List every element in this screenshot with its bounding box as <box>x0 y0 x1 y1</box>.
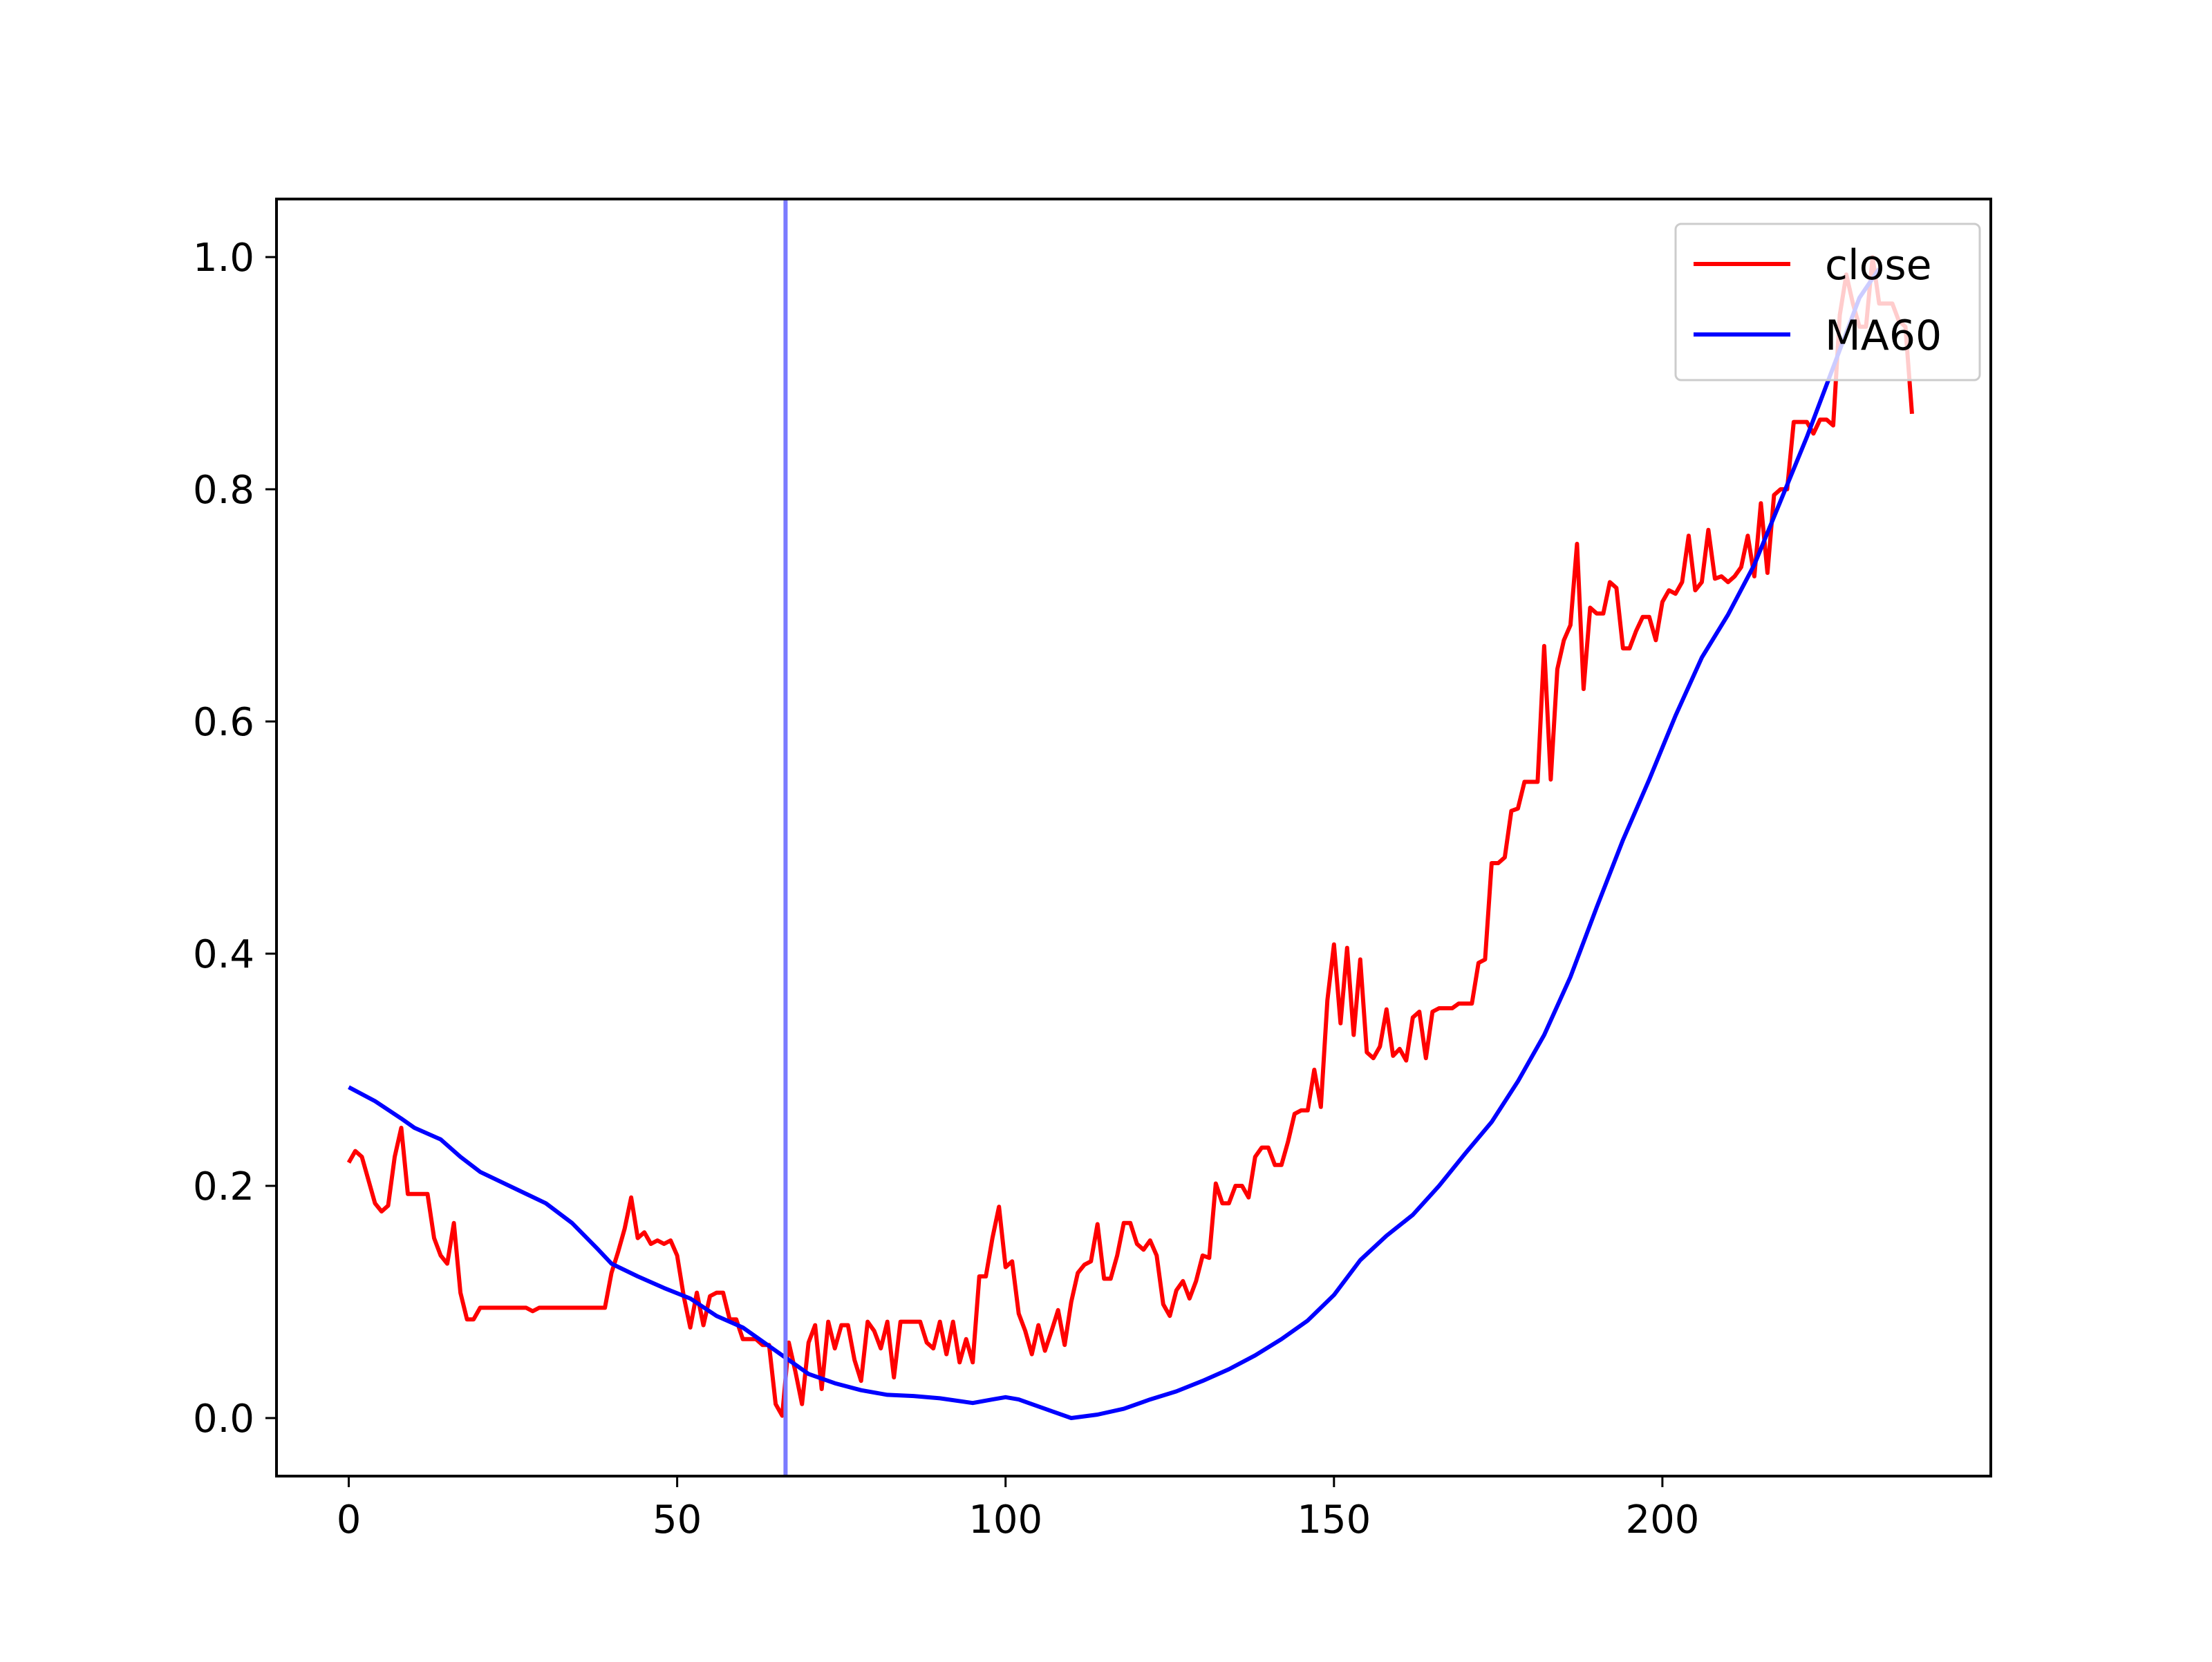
plot-frame <box>275 198 1992 1477</box>
y-axis: 0.0 0.2 0.4 0.6 0.8 1.0 <box>193 236 276 1442</box>
x-axis: 0 50 100 150 200 <box>337 1476 1699 1542</box>
legend-label-ma60: MA60 <box>1825 312 1942 360</box>
y-tick-label: 0.0 <box>193 1397 254 1442</box>
x-tick-label: 50 <box>653 1498 702 1542</box>
x-tick-label: 0 <box>337 1498 362 1542</box>
series-line-close <box>346 255 1914 1418</box>
y-tick-label: 0.2 <box>193 1164 254 1209</box>
legend-label-close: close <box>1825 241 1932 290</box>
series-layer <box>346 255 1914 1420</box>
x-tick-label: 100 <box>968 1498 1042 1542</box>
y-tick-label: 0.6 <box>193 700 254 745</box>
x-tick-label: 150 <box>1297 1498 1371 1542</box>
x-tick-label: 200 <box>1625 1498 1699 1542</box>
y-tick-label: 1.0 <box>193 236 254 281</box>
legend: close MA60 <box>1674 223 1981 381</box>
y-tick-label: 0.4 <box>193 932 254 977</box>
series-line-ma60 <box>348 267 1881 1420</box>
y-tick-label: 0.8 <box>193 468 254 513</box>
